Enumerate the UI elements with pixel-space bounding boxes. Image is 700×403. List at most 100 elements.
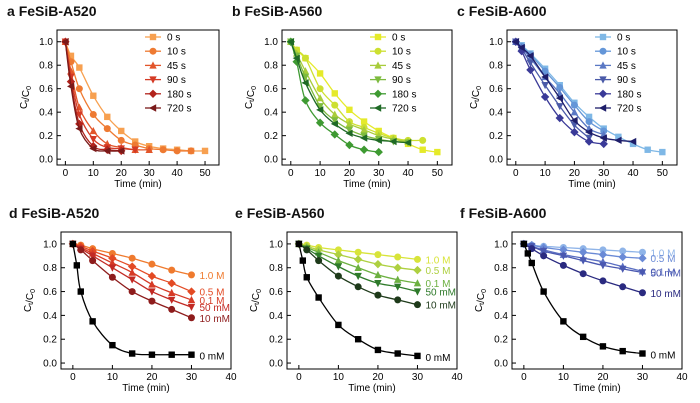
data-point: [331, 90, 338, 97]
data-point: [117, 147, 125, 155]
data-point: [187, 295, 196, 304]
panel-e: e FeSiB-A560 0 10 20 30 40 0.0 0.2 0.4 0.6 0.8 1.0 T…: [235, 205, 463, 394]
data-point: [75, 85, 83, 93]
plot-frame: [56, 29, 220, 166]
y-axis-label: Ct/C0: [474, 289, 488, 312]
panel-c: c FeSiB-A600 0 10 20 30 40 50 0.0 0.2 0.4 0.6 0.8 1.…: [457, 3, 678, 190]
series-45-s: [61, 37, 153, 153]
y-tick-label: 0.0: [269, 359, 283, 370]
series-end-label: 50 mM: [650, 269, 681, 280]
data-point: [618, 265, 627, 273]
data-point: [599, 343, 607, 350]
data-point: [354, 272, 362, 281]
legend-marker: [148, 89, 158, 98]
x-tick-label: 40: [402, 168, 414, 179]
x-axis-label: Time (min): [122, 383, 169, 394]
legend-marker: [374, 76, 382, 84]
panel-title-text: FeSiB-A560: [244, 3, 322, 19]
series-720-s: [511, 38, 637, 146]
data-point: [579, 257, 587, 265]
x-axis-label: Time (min): [573, 383, 620, 394]
data-point: [168, 305, 176, 313]
legend-marker: [149, 104, 157, 112]
data-point: [578, 248, 588, 257]
data-point: [374, 346, 382, 354]
data-point: [167, 279, 176, 288]
legend-marker: [599, 104, 607, 112]
data-point: [147, 271, 157, 281]
legend-marker: [599, 76, 607, 84]
series-0-mM: [520, 240, 646, 357]
data-point: [393, 263, 402, 272]
data-point: [413, 255, 421, 263]
y-tick-label: 0.2: [269, 335, 283, 346]
series-720-s: [61, 38, 125, 155]
y-tick-label: 0.8: [264, 61, 278, 72]
x-tick-label: 40: [627, 168, 639, 179]
series-0-mM: [69, 240, 195, 358]
data-point: [104, 113, 111, 121]
legend-marker: [149, 33, 157, 41]
x-axis-label: Time (min): [343, 179, 390, 190]
panel-letter: a: [7, 3, 19, 19]
data-point: [413, 265, 422, 275]
legend-label: 45 s: [167, 61, 186, 72]
data-point: [77, 246, 85, 254]
legend-marker: [149, 61, 157, 69]
data-point: [118, 127, 125, 135]
x-tick-label: 40: [172, 168, 184, 179]
legend-label: 10 s: [392, 47, 411, 58]
x-tick-label: 50: [657, 168, 669, 179]
data-point: [559, 261, 567, 269]
data-point: [541, 73, 549, 81]
series-end-label: 0.5 M: [650, 254, 675, 265]
x-tick-label: 0: [70, 372, 76, 383]
legend-label: 720 s: [167, 104, 191, 115]
y-tick-label: 0.2: [264, 131, 278, 142]
series-end-label: 50 mM: [425, 288, 456, 299]
data-point: [345, 119, 354, 128]
data-point: [394, 253, 402, 261]
y-tick-label: 0.4: [39, 108, 53, 119]
data-point: [629, 140, 637, 148]
legend-label: 0 s: [167, 33, 180, 44]
panel-letter: b: [232, 3, 244, 19]
panel-title-text: FeSiB-A600: [469, 205, 547, 221]
data-point: [167, 288, 176, 296]
data-point: [88, 252, 97, 260]
data-point: [526, 65, 535, 75]
data-point: [638, 269, 647, 277]
data-point: [148, 260, 156, 268]
y-tick-label: 0.4: [264, 108, 278, 119]
data-point: [526, 59, 535, 67]
data-point: [540, 288, 547, 295]
data-point: [579, 333, 587, 341]
y-tick-label: 1.0: [43, 239, 57, 250]
data-point: [393, 283, 402, 291]
data-point: [354, 263, 362, 271]
y-tick-label: 0.8: [43, 263, 57, 274]
data-point: [394, 296, 402, 304]
data-point: [295, 240, 303, 248]
data-point: [89, 257, 97, 265]
data-point: [75, 111, 84, 119]
y-tick-label: 0.6: [269, 287, 283, 298]
data-point: [619, 283, 627, 291]
x-tick-label: 0: [288, 168, 294, 179]
legend-label: 45 s: [617, 61, 636, 72]
data-point: [145, 145, 153, 153]
x-tick-label: 50: [432, 168, 444, 179]
data-point: [598, 250, 608, 259]
data-point: [359, 145, 369, 154]
y-axis-label: Ct/C0: [469, 86, 483, 109]
y-tick-label: 1.0: [489, 37, 503, 48]
data-point: [73, 262, 81, 269]
data-point: [187, 314, 195, 322]
y-tick-label: 0.0: [489, 155, 503, 166]
legend-label: 0 s: [617, 33, 630, 44]
data-point: [335, 321, 342, 329]
data-point: [556, 84, 564, 92]
y-tick-label: 1.0: [269, 239, 283, 250]
